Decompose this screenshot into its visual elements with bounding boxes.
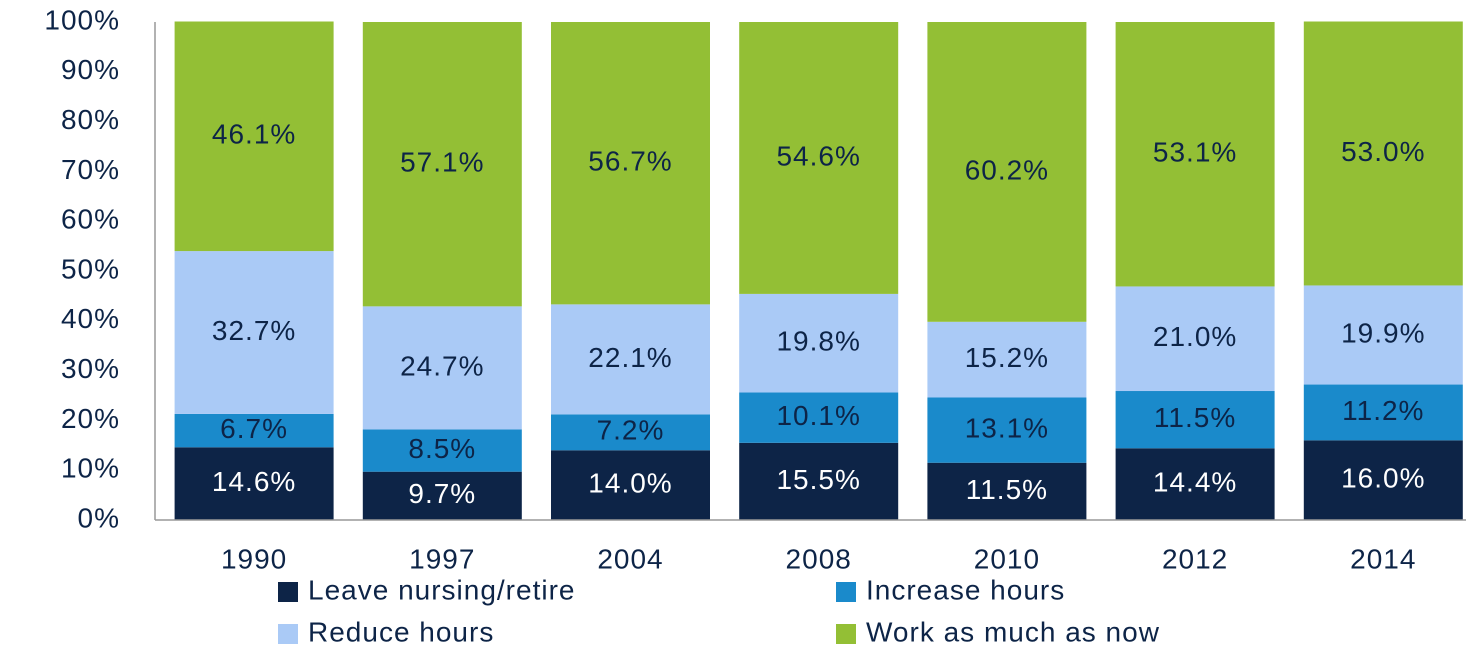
data-label: 60.2% — [965, 154, 1049, 185]
y-tick-label: 30% — [61, 353, 120, 384]
data-label: 11.5% — [1154, 402, 1236, 433]
x-tick-label: 1990 — [221, 543, 287, 574]
data-label: 57.1% — [400, 147, 484, 178]
bar-segment — [362, 471, 522, 520]
bar-segment — [551, 22, 710, 305]
y-tick-label: 70% — [61, 154, 120, 185]
bar-segment — [739, 392, 899, 443]
y-tick-label: 50% — [61, 253, 120, 284]
data-label: 7.2% — [597, 415, 665, 446]
data-label: 16.0% — [1341, 463, 1425, 494]
data-label: 46.1% — [212, 119, 296, 150]
bar-segment — [739, 293, 899, 393]
data-label: 56.7% — [588, 146, 672, 177]
bar-segment — [1303, 440, 1463, 520]
bar-segment — [551, 450, 710, 520]
data-label: 9.7% — [408, 478, 476, 509]
y-tick-label: 40% — [61, 303, 120, 334]
x-tick-label: 2008 — [786, 543, 852, 574]
data-label: 53.0% — [1341, 136, 1425, 167]
bar-segment — [1303, 384, 1463, 441]
data-label: 32.7% — [212, 315, 296, 346]
data-label: 14.4% — [1153, 467, 1237, 498]
data-label: 15.2% — [965, 342, 1049, 373]
data-label: 19.9% — [1341, 317, 1425, 348]
data-label: 8.5% — [408, 433, 476, 464]
bar-segment — [1115, 448, 1275, 520]
data-label: 6.7% — [220, 413, 288, 444]
bar-segment — [927, 397, 1087, 463]
y-tick-label: 10% — [61, 453, 120, 484]
x-tick-label: 1997 — [409, 543, 475, 574]
y-tick-label: 0% — [78, 502, 120, 533]
data-label: 13.1% — [965, 413, 1049, 444]
x-tick-label: 2010 — [974, 543, 1040, 574]
bar-segment — [927, 462, 1087, 520]
bar-segment — [362, 22, 522, 307]
bar-segment — [1115, 391, 1275, 449]
y-tick-label: 80% — [61, 104, 120, 135]
data-label: 15.5% — [776, 464, 860, 495]
data-label: 22.1% — [588, 342, 672, 373]
data-label: 53.1% — [1153, 137, 1237, 168]
y-tick-label: 100% — [44, 4, 120, 35]
data-label: 11.5% — [966, 474, 1048, 505]
bar-segment — [1115, 286, 1275, 392]
data-label: 24.7% — [400, 350, 484, 381]
legend-label: Work as much as now — [866, 616, 1160, 647]
bar-segment — [1115, 22, 1275, 287]
legend-label: Increase hours — [866, 574, 1065, 605]
x-tick-label: 2014 — [1350, 543, 1416, 574]
data-label: 54.6% — [776, 140, 860, 171]
data-label: 14.6% — [212, 466, 296, 497]
legend-label: Reduce hours — [308, 616, 494, 647]
bar-segment — [927, 22, 1087, 322]
bar-segment — [739, 22, 899, 294]
x-tick-label: 2004 — [597, 543, 663, 574]
data-label: 14.0% — [588, 468, 672, 499]
legend-label: Leave nursing/retire — [308, 574, 575, 605]
y-tick-label: 60% — [61, 204, 120, 235]
bar-segment — [1303, 21, 1463, 286]
data-label: 21.0% — [1153, 321, 1237, 352]
bar-segment — [551, 414, 710, 451]
bar-segment — [927, 321, 1087, 398]
bar-segment — [362, 306, 522, 430]
bar-segment — [174, 447, 334, 520]
bar-segment — [1303, 285, 1463, 385]
x-tick-label: 2012 — [1162, 543, 1228, 574]
legend-swatch — [836, 582, 856, 602]
legend-swatch — [836, 624, 856, 644]
bar-segment — [174, 251, 334, 414]
data-label: 11.2% — [1342, 395, 1424, 426]
bar-segment — [174, 413, 334, 448]
y-tick-label: 20% — [61, 403, 120, 434]
bar-segment — [362, 429, 522, 472]
legend-swatch — [278, 582, 298, 602]
legend-swatch — [278, 624, 298, 644]
y-tick-label: 90% — [61, 54, 120, 85]
data-label: 19.8% — [776, 326, 860, 357]
bar-segment — [174, 21, 334, 252]
bar-segment — [739, 442, 899, 520]
data-label: 10.1% — [776, 400, 860, 431]
bar-segment — [551, 304, 710, 415]
